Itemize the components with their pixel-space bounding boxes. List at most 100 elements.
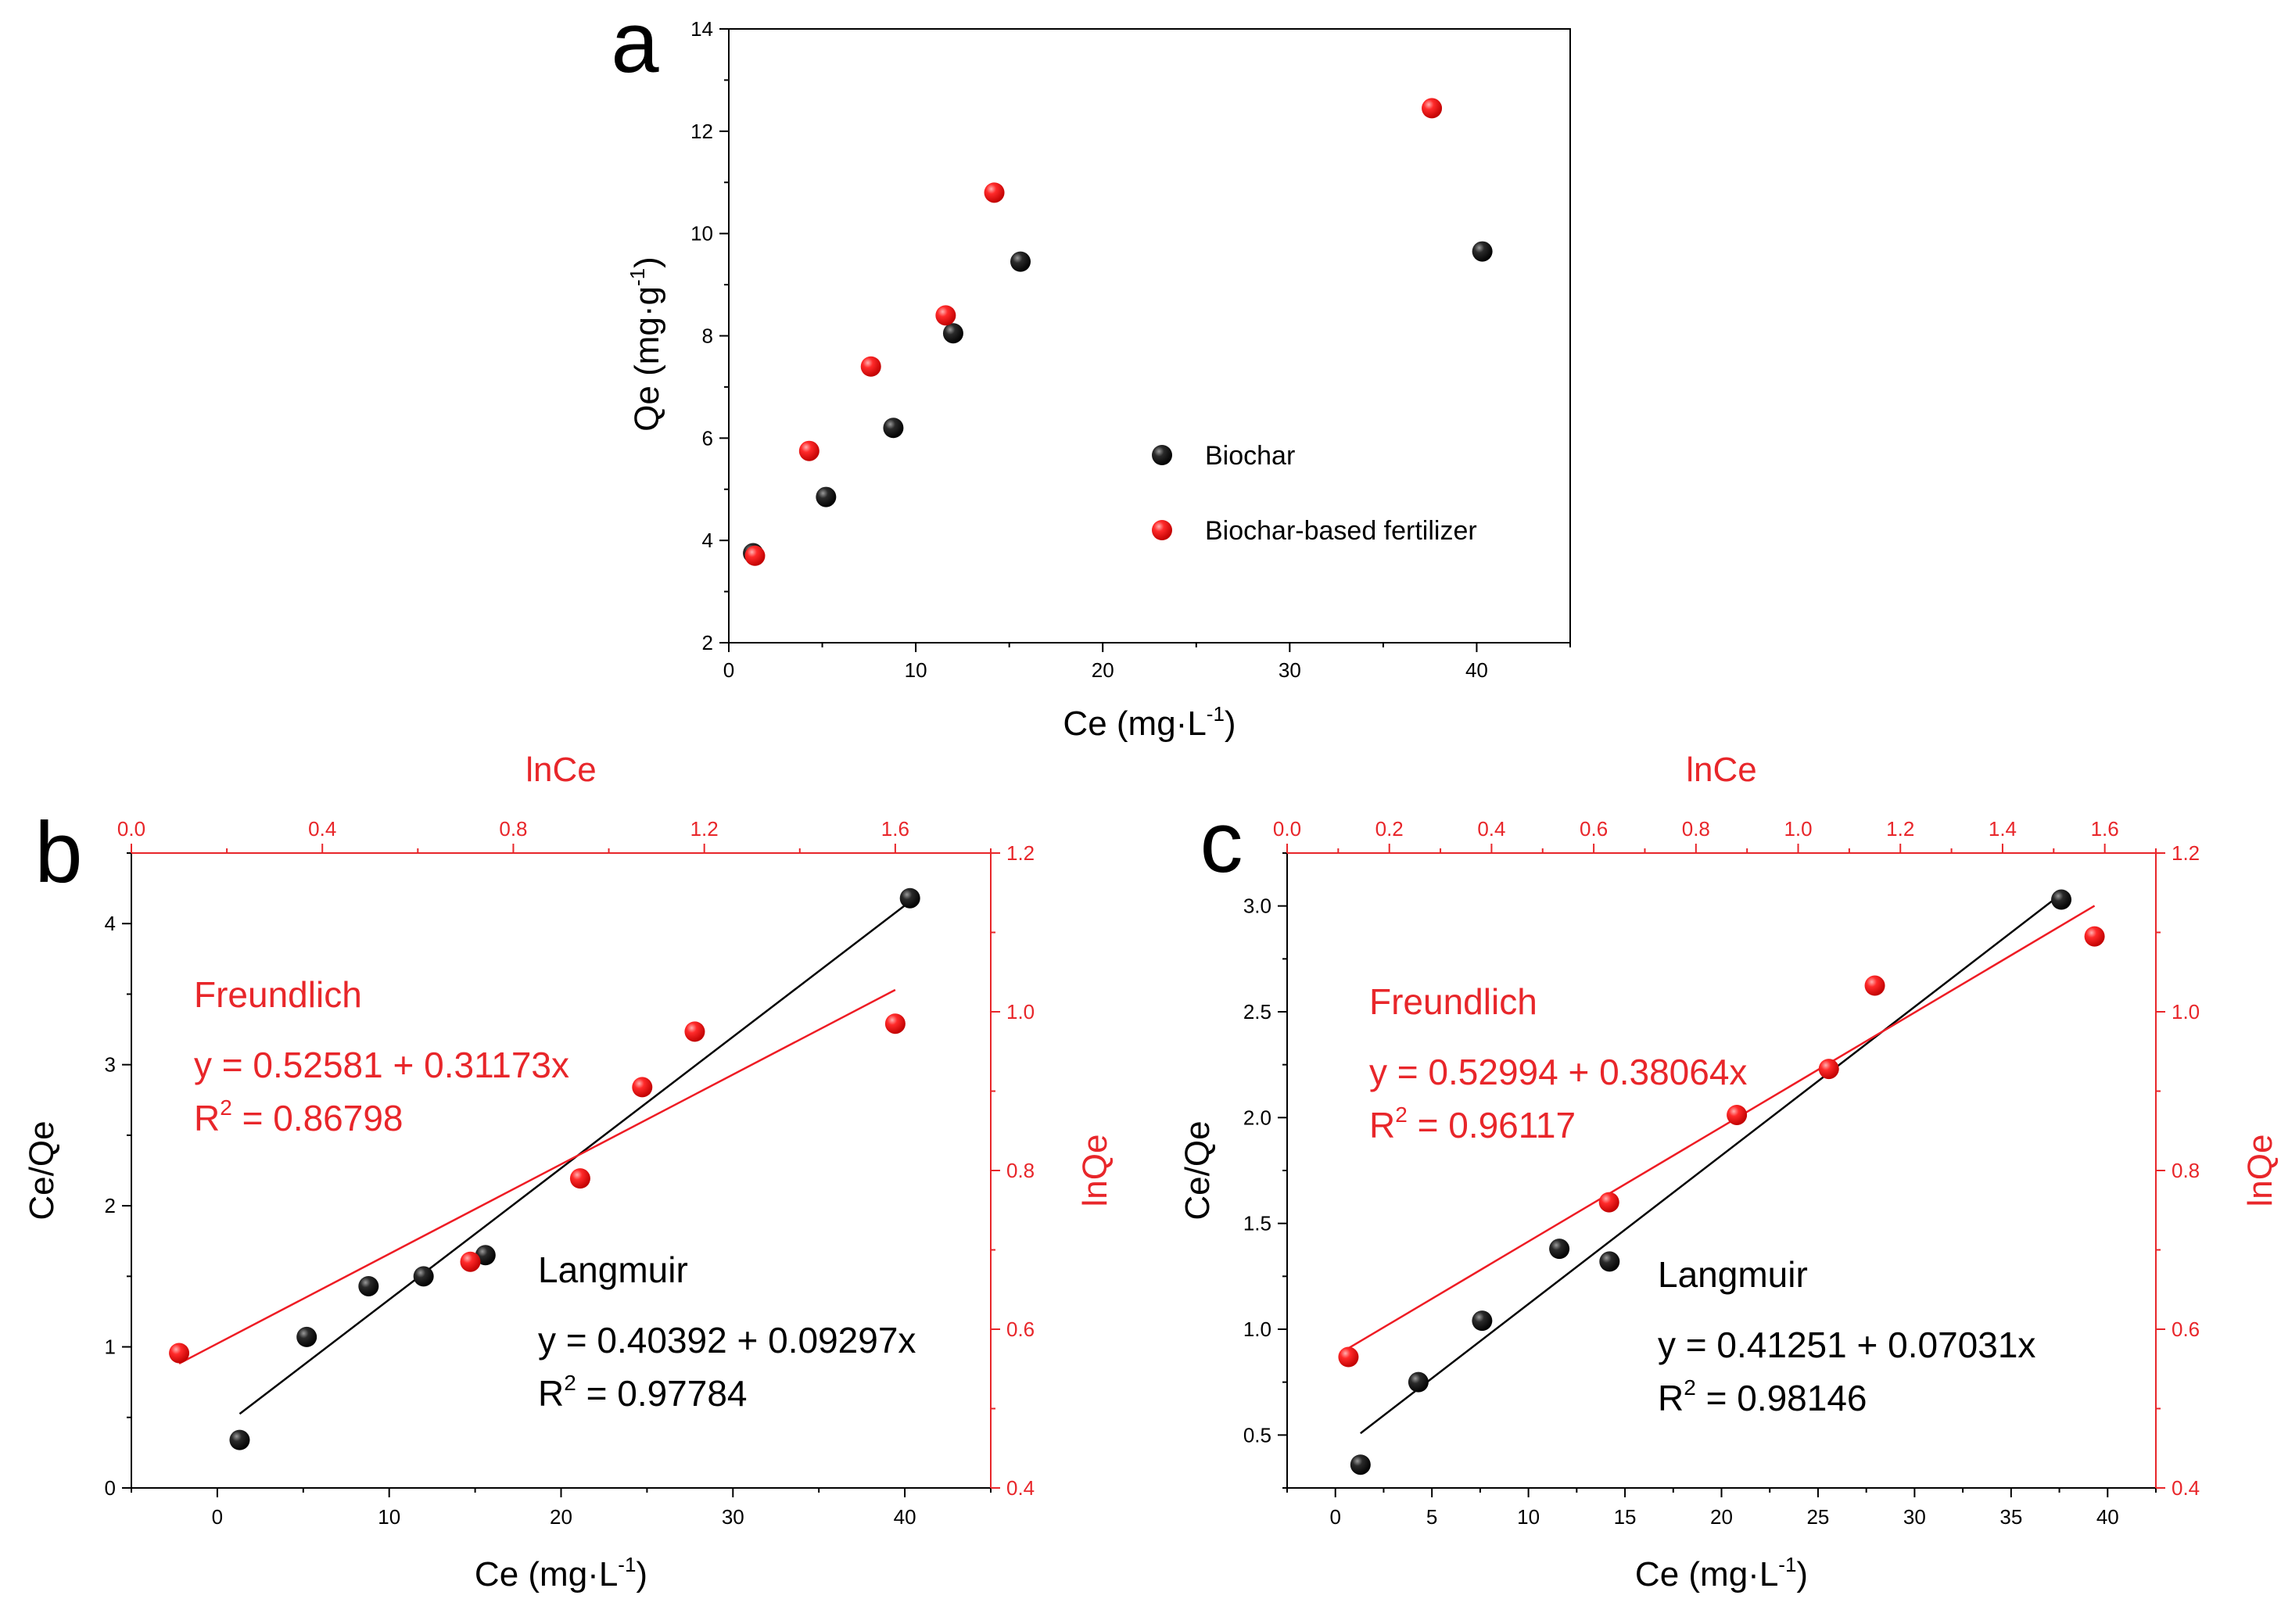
point-fertilizer xyxy=(1422,98,1443,119)
point-langmuir-b xyxy=(358,1275,379,1296)
legend-marker-fertilizer xyxy=(1152,520,1172,540)
top-tick-label-b: 0.8 xyxy=(499,817,527,841)
panel-label-c: c xyxy=(1200,794,1243,891)
freundlich-r2-b: R2 = 0.86798 xyxy=(194,1095,403,1138)
point-biochar xyxy=(816,486,837,507)
point-freundlich-c xyxy=(2084,926,2105,947)
top-axis-label-b: lnCe xyxy=(525,751,597,789)
x-axis-label-b: Ce (mg·L-1) xyxy=(475,1553,647,1594)
langmuir-equation-c: y = 0.41251 + 0.07031x xyxy=(1658,1325,2035,1365)
right-tick-label-c: 0.4 xyxy=(2172,1476,2200,1500)
top-tick-label-c: 1.6 xyxy=(2091,817,2119,841)
right-tick-label-b: 0.8 xyxy=(1006,1159,1035,1182)
point-freundlich-c xyxy=(1864,975,1885,996)
top-tick-label-c: 0.2 xyxy=(1375,817,1404,841)
top-tick-label-c: 1.2 xyxy=(1886,817,1914,841)
chart-b: b 0 10 20 30 40 0 1 2 3 4 0.0 0.4 0.8 1.2 1.6 0.4 0.6 0.8 1… xyxy=(23,751,1114,1594)
point-freundlich-c xyxy=(1727,1104,1748,1125)
x-tick-label-c: 20 xyxy=(1710,1505,1733,1529)
x-tick-label-c: 15 xyxy=(1614,1505,1637,1529)
legend-label-fertilizer: Biochar-based fertilizer xyxy=(1205,516,1477,546)
y-tick-label-c: 2.0 xyxy=(1243,1106,1271,1129)
point-freundlich-b xyxy=(460,1251,481,1272)
point-biochar xyxy=(1010,251,1031,272)
y-tick-label-c: 1.0 xyxy=(1243,1317,1271,1341)
x-tick-label-c: 30 xyxy=(1903,1505,1926,1529)
y-tick-label-a: 6 xyxy=(702,426,713,450)
fit-line-freundlich-c xyxy=(1347,905,2096,1350)
y-tick-label-b: 2 xyxy=(105,1194,116,1217)
right-tick-label-b: 1.2 xyxy=(1006,841,1035,865)
x-tick-label-c: 5 xyxy=(1426,1505,1437,1529)
point-freundlich-b xyxy=(884,1013,906,1034)
langmuir-equation-b: y = 0.40392 + 0.09297x xyxy=(538,1320,916,1361)
top-tick-label-b: 1.2 xyxy=(690,817,719,841)
right-tick-label-b: 0.4 xyxy=(1006,1476,1035,1500)
point-langmuir-c xyxy=(1599,1251,1620,1272)
langmuir-title-c: Langmuir xyxy=(1658,1254,1808,1295)
legend-label-biochar: Biochar xyxy=(1205,441,1295,471)
panel-label-b: b xyxy=(34,805,82,901)
freundlich-equation-b: y = 0.52581 + 0.31173x xyxy=(194,1045,569,1085)
y-axis-label-a: Qe (mg·g-1) xyxy=(626,256,666,432)
legend-marker-biochar xyxy=(1152,445,1172,465)
point-freundlich-b xyxy=(169,1343,190,1364)
point-freundlich-b xyxy=(632,1077,653,1098)
y-tick-label-a: 4 xyxy=(702,529,713,552)
freundlich-r2-c: R2 = 0.96117 xyxy=(1369,1102,1576,1145)
freundlich-equation-c: y = 0.52994 + 0.38064x xyxy=(1369,1052,1747,1092)
x-tick-label-b: 40 xyxy=(894,1505,916,1529)
point-fertilizer xyxy=(984,182,1005,203)
y-axis-label-b: Ce/Qe xyxy=(23,1120,61,1220)
langmuir-r2-b: R2 = 0.97784 xyxy=(538,1371,748,1414)
right-axis-label-c: lnQe xyxy=(2241,1135,2279,1207)
top-tick-label-b: 0.4 xyxy=(308,817,336,841)
x-axis-label-a: Ce (mg·L-1) xyxy=(1063,702,1236,743)
x-tick-label-b: 20 xyxy=(550,1505,572,1529)
top-tick-label-c: 0.4 xyxy=(1477,817,1505,841)
top-tick-label-c: 0.0 xyxy=(1273,817,1301,841)
top-axis-label-c: lnCe xyxy=(1686,751,1757,789)
top-tick-label-b: 0.0 xyxy=(117,817,145,841)
x-tick-label-c: 25 xyxy=(1806,1505,1829,1529)
y-tick-label-b: 1 xyxy=(105,1335,116,1359)
x-tick-label-a: 10 xyxy=(905,658,927,682)
point-langmuir-c xyxy=(1549,1239,1570,1260)
point-fertilizer xyxy=(860,356,881,377)
right-tick-label-b: 1.0 xyxy=(1006,1000,1035,1024)
x-tick-label-c: 35 xyxy=(1999,1505,2022,1529)
point-langmuir-b xyxy=(413,1266,434,1287)
right-tick-label-c: 0.8 xyxy=(2172,1159,2200,1182)
fit-line-freundlich-b xyxy=(178,988,896,1365)
right-tick-label-c: 1.2 xyxy=(2172,841,2200,865)
y-tick-label-c: 2.5 xyxy=(1243,1000,1271,1024)
langmuir-r2-c: R2 = 0.98146 xyxy=(1658,1375,1867,1418)
y-tick-label-b: 3 xyxy=(105,1053,116,1077)
top-tick-label-c: 0.8 xyxy=(1682,817,1710,841)
x-tick-label-b: 10 xyxy=(378,1505,400,1529)
right-tick-label-c: 1.0 xyxy=(2172,1000,2200,1024)
point-freundlich-c xyxy=(1338,1346,1359,1368)
right-axis-label-b: lnQe xyxy=(1076,1135,1114,1207)
x-tick-label-c: 0 xyxy=(1329,1505,1340,1529)
point-biochar xyxy=(942,323,963,344)
x-tick-label-c: 10 xyxy=(1517,1505,1540,1529)
top-tick-label-b: 1.6 xyxy=(881,817,909,841)
fit-line-langmuir-c xyxy=(1360,893,2062,1435)
y-tick-label-b: 0 xyxy=(105,1476,116,1500)
point-freundlich-c xyxy=(1818,1059,1839,1080)
y-tick-label-c: 0.5 xyxy=(1243,1423,1271,1447)
plot-frame-a xyxy=(728,28,1571,644)
x-tick-label-a: 30 xyxy=(1279,658,1301,682)
y-tick-label-c: 3.0 xyxy=(1243,894,1271,918)
langmuir-title-b: Langmuir xyxy=(538,1249,688,1290)
chart-c: c 0 5 10 15 20 25 30 35 40 0.5 1.0 1.5 2.0 2.5 3.0 0.0 0.… xyxy=(1178,751,2279,1594)
freundlich-title-b: Freundlich xyxy=(194,974,362,1015)
top-tick-label-c: 0.6 xyxy=(1580,817,1608,841)
y-tick-label-b: 4 xyxy=(105,912,116,935)
point-langmuir-c xyxy=(1408,1371,1429,1393)
point-langmuir-b xyxy=(296,1326,317,1347)
right-tick-label-b: 0.6 xyxy=(1006,1317,1035,1341)
freundlich-title-c: Freundlich xyxy=(1369,981,1537,1022)
